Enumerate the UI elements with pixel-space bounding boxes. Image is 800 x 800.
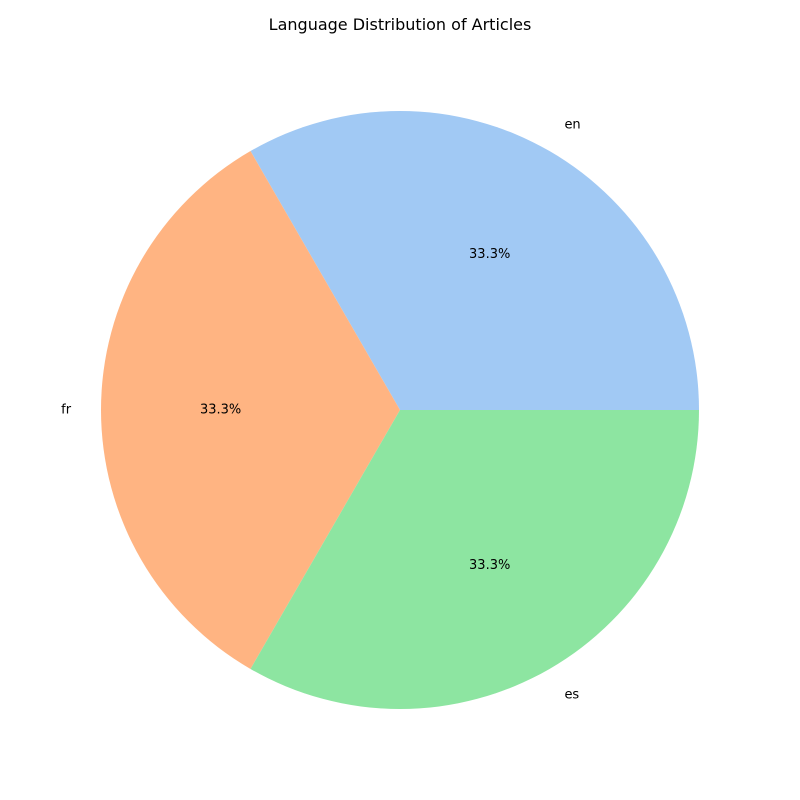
slice-label-en: en (564, 118, 580, 133)
slice-label-fr: fr (61, 403, 72, 418)
chart-title: Language Distribution of Articles (269, 15, 532, 34)
slice-percent-es: 33.3% (469, 558, 510, 573)
pie-slices (101, 111, 699, 709)
pie-slice-en (250, 111, 699, 411)
pie-labels: en 33.3% fr 33.3% es 33.3% (61, 118, 581, 703)
slice-label-es: es (564, 687, 579, 702)
pie-slice-fr (101, 151, 400, 669)
slice-percent-en: 33.3% (469, 247, 510, 262)
pie-slice-es (250, 410, 699, 709)
slice-percent-fr: 33.3% (200, 403, 241, 418)
